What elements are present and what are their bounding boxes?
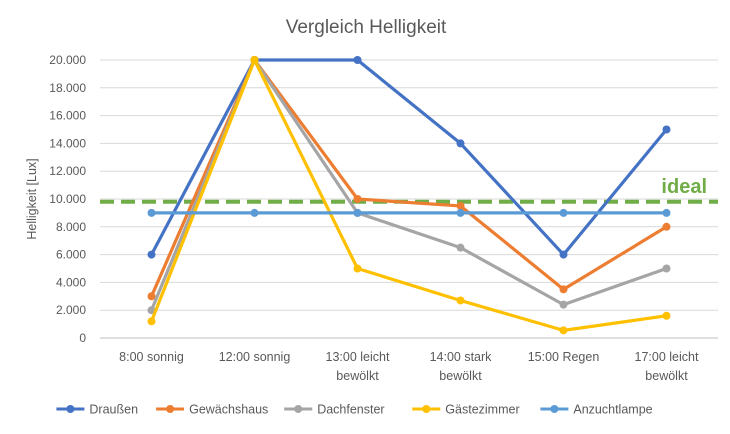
gridlines	[100, 59, 718, 339]
data-point	[147, 317, 156, 326]
data-point	[147, 208, 156, 217]
data-point	[559, 326, 568, 335]
data-point	[662, 222, 671, 231]
series	[147, 56, 671, 259]
series	[147, 56, 671, 301]
legend-swatch-marker	[550, 405, 559, 413]
data-point	[662, 311, 671, 320]
x-tick-label: 15:00 Regen	[528, 350, 600, 364]
legend-swatch-marker	[294, 405, 303, 413]
y-tick-label: 6.000	[56, 248, 86, 262]
y-tick-label: 0	[79, 331, 86, 345]
legend-entry: Dachfenster	[317, 403, 384, 417]
legend-entry: Draußen	[89, 403, 138, 417]
chart-title: Vergleich Helligkeit	[286, 17, 447, 38]
x-tick-label: bewölkt	[336, 369, 379, 383]
y-tick-label: 20.000	[49, 53, 86, 67]
data-point	[662, 125, 671, 134]
data-point	[662, 208, 671, 217]
series	[147, 56, 671, 335]
y-tick-label: 14.000	[49, 136, 86, 150]
y-tick-label: 2.000	[56, 303, 86, 317]
data-point	[456, 243, 465, 252]
x-tick-label: 17:00 leicht	[635, 350, 699, 364]
data-point	[456, 296, 465, 305]
legend-swatch-marker	[66, 405, 75, 413]
x-tick-label: 13:00 leicht	[326, 350, 390, 364]
data-point	[559, 208, 568, 217]
legend-swatch-marker	[422, 405, 431, 413]
y-tick-label: 4.000	[56, 275, 86, 289]
data-point	[559, 300, 568, 309]
series-lines	[147, 56, 671, 335]
data-point	[559, 285, 568, 294]
x-axis-ticks: 8:00 sonnig 12:00 sonnig 13:00 leicht bewöl…	[119, 350, 699, 383]
x-tick-label: 12:00 sonnig	[219, 350, 291, 364]
data-point	[147, 250, 156, 259]
ideal-reference: ideal	[100, 176, 718, 204]
y-axis-ticks: 0 2.000 4.000 6.000 8.000 10.000 12.000 14.000 1…	[49, 53, 86, 345]
y-tick-label: 16.000	[49, 109, 86, 123]
y-axis-label: Helligkeit [Lux]	[25, 158, 39, 239]
data-point	[456, 139, 465, 148]
legend-swatch-marker	[166, 405, 175, 413]
data-point	[662, 264, 671, 273]
legend-entry: Anzuchtlampe	[573, 403, 652, 417]
data-point	[456, 201, 465, 210]
data-point	[353, 264, 362, 273]
data-point	[353, 208, 362, 217]
legend: Draußen Gewächshaus Dachfenster Gästezimmer…	[56, 403, 653, 417]
ideal-label: ideal	[661, 176, 707, 198]
x-tick-label: 8:00 sonnig	[119, 350, 184, 364]
x-tick-label: 14:00 stark	[430, 350, 493, 364]
data-point	[250, 208, 259, 217]
data-point	[456, 208, 465, 217]
legend-entry: Gästezimmer	[445, 403, 519, 417]
y-tick-label: 18.000	[49, 81, 86, 95]
y-tick-label: 10.000	[49, 192, 86, 206]
data-point	[559, 250, 568, 259]
data-point	[147, 292, 156, 301]
data-point	[353, 195, 362, 203]
series	[147, 208, 671, 217]
data-point	[250, 56, 259, 64]
series	[147, 56, 671, 315]
series-line	[150, 58, 668, 297]
series-line	[150, 58, 667, 332]
x-tick-label: bewölkt	[645, 369, 688, 383]
y-tick-label: 8.000	[56, 220, 86, 234]
legend-entry: Gewächshaus	[189, 403, 268, 417]
y-tick-label: 12.000	[49, 164, 86, 178]
series-line	[150, 58, 668, 257]
x-tick-label: bewölkt	[439, 369, 482, 383]
data-point	[353, 56, 362, 64]
